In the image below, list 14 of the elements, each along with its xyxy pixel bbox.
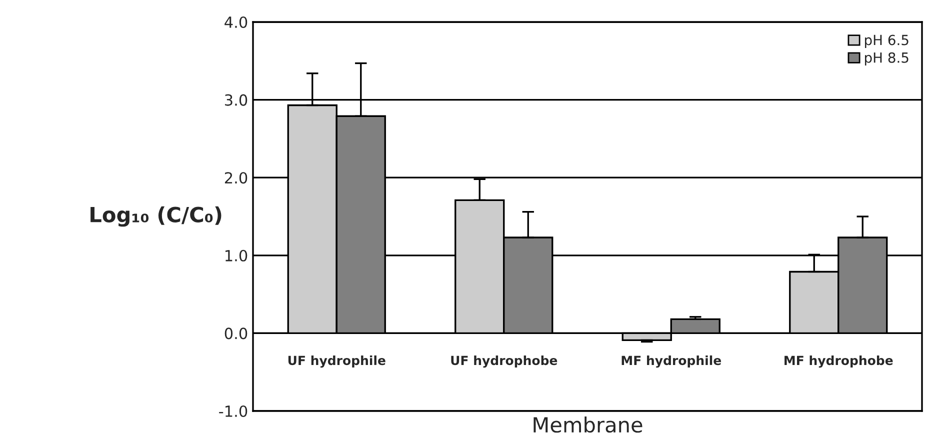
x-tick-label: UF hydrophobe	[451, 355, 558, 368]
y-tick-label: -1.0	[219, 405, 248, 418]
x-axis-title: Membrane	[534, 416, 642, 433]
y-tick-label: 2.0	[224, 172, 248, 184]
x-tick-label: MF hydrophile	[622, 355, 722, 368]
y-tick-label: 0.0	[224, 328, 248, 340]
x-tick-label: MF hydrophobe	[784, 355, 893, 368]
x-tick-label: UF hydrophile	[288, 355, 386, 368]
y-tick-label: 4.0	[224, 16, 248, 28]
y-tick-label: 1.0	[226, 250, 248, 262]
legend-label: pH 6.5	[864, 34, 908, 48]
y-axis-title: Log₁₀ (C/C₀)	[90, 206, 222, 227]
y-tick-label: 3.0	[225, 94, 248, 106]
legend-label: pH 8.5	[864, 52, 908, 66]
